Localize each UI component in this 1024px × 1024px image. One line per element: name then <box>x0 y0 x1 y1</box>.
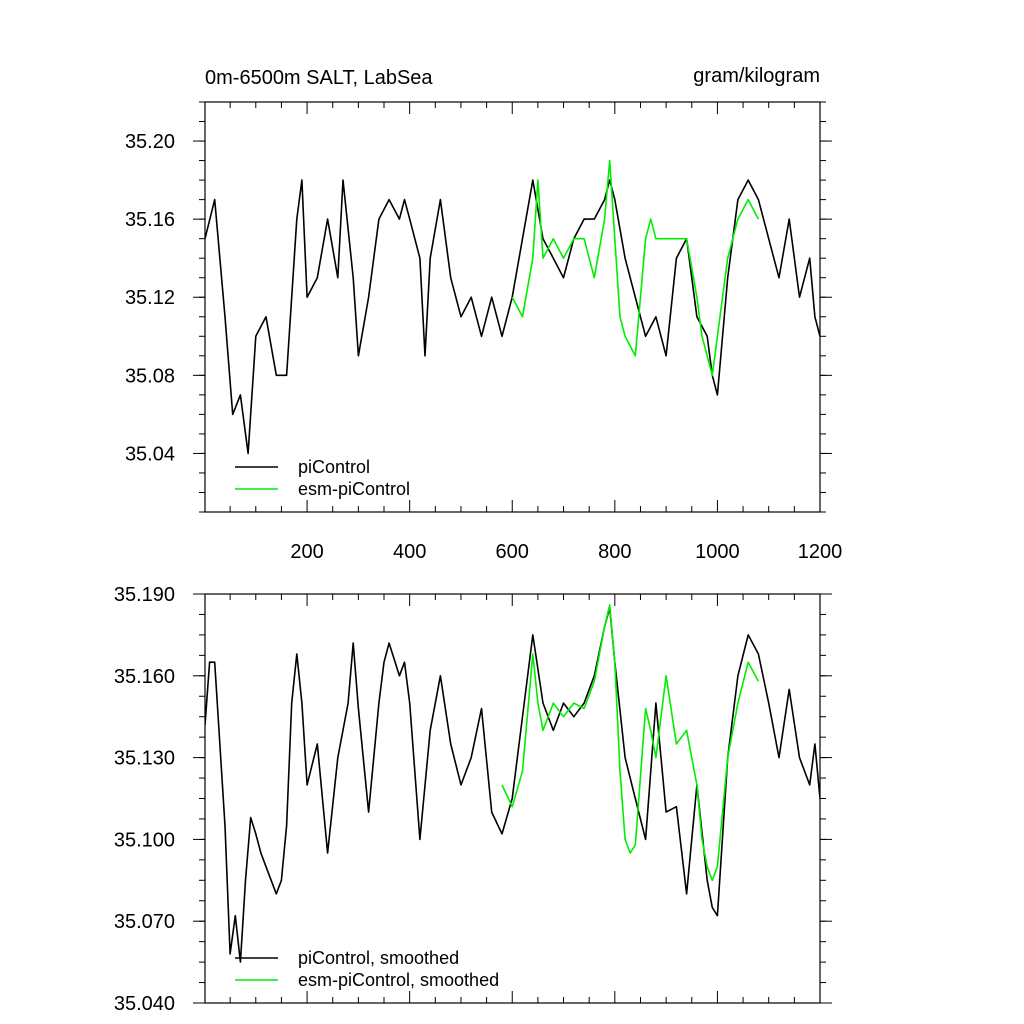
y-tick-label: 35.20 <box>125 131 175 153</box>
y-tick-label: 35.040 <box>114 993 175 1015</box>
top-panel: 200 400 600 800 1000 1200 35.04 35.08 35.12 35.16… <box>125 101 843 563</box>
series-line-esm-picontrol <box>511 159 760 377</box>
units-label: gram/kilogram <box>693 65 820 87</box>
plot-frame <box>204 101 821 513</box>
y-tick-label: 35.070 <box>114 911 175 933</box>
y-tick-label: 35.04 <box>125 443 175 465</box>
legend-label: esm-piControl <box>298 479 410 499</box>
x-tick-label: 600 <box>496 541 529 563</box>
y-tick-label: 35.12 <box>125 287 175 309</box>
legend-label: piControl <box>298 457 370 477</box>
x-tick-label: 400 <box>393 541 426 563</box>
y-tick-label: 35.160 <box>114 666 175 688</box>
x-tick-label: 1200 <box>798 541 843 563</box>
x-tick-label: 800 <box>598 541 631 563</box>
y-tick-label: 35.100 <box>114 829 175 851</box>
legend-label: esm-piControl, smoothed <box>298 970 499 990</box>
y-tick-label: 35.190 <box>114 584 175 606</box>
bottom-panel: 35.040 35.070 35.100 35.130 35.160 35.190 piCo… <box>114 584 832 1015</box>
legend-label: piControl, smoothed <box>298 948 459 968</box>
x-tick-label: 1000 <box>695 541 740 563</box>
chart-title: 0m-6500m SALT, LabSea <box>205 67 433 89</box>
y-tick-label: 35.16 <box>125 209 175 231</box>
y-tick-label: 35.130 <box>114 748 175 770</box>
series-line-picontrol <box>205 179 820 455</box>
series-line-esm-picontrol <box>501 604 760 882</box>
y-tick-label: 35.08 <box>125 365 175 387</box>
x-tick-label: 200 <box>290 541 323 563</box>
series-line-picontrol <box>205 606 820 963</box>
